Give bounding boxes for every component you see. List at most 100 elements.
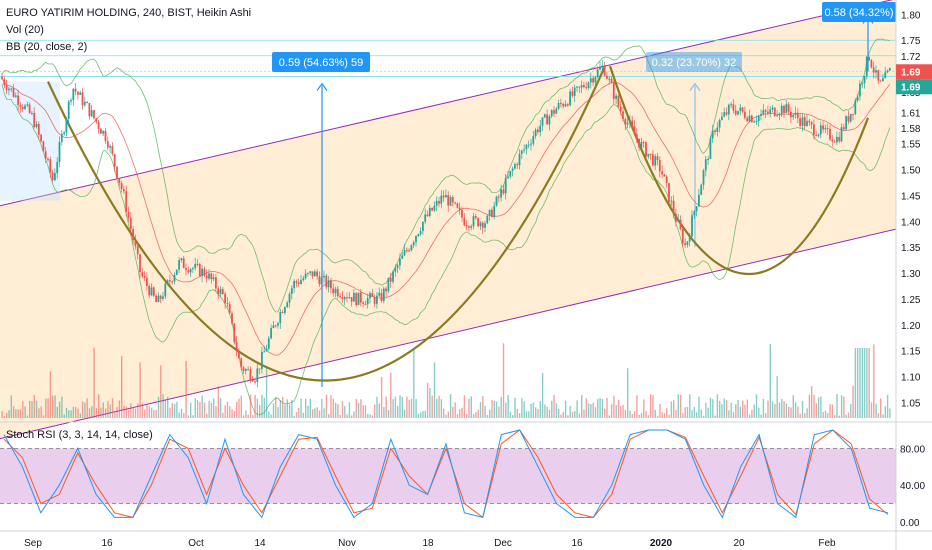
volume-bar <box>24 406 26 418</box>
volume-bar <box>121 355 123 418</box>
volume-bar <box>1 411 3 418</box>
time-tick-label: Feb <box>818 538 836 549</box>
candle-body <box>778 113 781 116</box>
volume-bar <box>882 414 884 418</box>
volume-bar <box>40 406 42 418</box>
volume-bar <box>116 406 118 418</box>
candle-body <box>394 267 397 272</box>
volume-bar <box>493 400 495 418</box>
volume-bar <box>58 401 61 418</box>
volume-bar <box>171 402 173 418</box>
candle-body <box>707 158 709 160</box>
time-tick-label: 2020 <box>650 538 673 549</box>
bb-upper-band <box>1 38 890 313</box>
candle-body <box>686 241 689 246</box>
volume-bar <box>247 414 249 418</box>
volume-bar <box>443 408 445 418</box>
volume-bar <box>792 395 794 418</box>
volume-bar <box>693 406 696 418</box>
candle-body <box>541 117 544 126</box>
candle-body <box>737 110 739 115</box>
volume-bar <box>252 414 254 418</box>
candle-body <box>668 183 670 202</box>
volume-bar <box>291 399 293 418</box>
candle-body <box>787 104 790 112</box>
candle-body <box>813 124 815 136</box>
volume-bar <box>275 396 277 418</box>
candle-body <box>65 119 68 133</box>
volume-bar <box>751 409 753 418</box>
candle-body <box>336 288 339 297</box>
candle-body <box>702 170 705 185</box>
candle-body <box>175 269 178 275</box>
price-badge-text: 1.69 <box>901 67 921 78</box>
candle-body <box>210 273 213 280</box>
candle-body <box>141 272 144 276</box>
candle-body <box>281 312 284 314</box>
candle-body <box>389 277 392 282</box>
candle-body <box>633 126 636 135</box>
candle-body <box>162 296 164 299</box>
price-tick-label: 1.05 <box>901 398 921 409</box>
price-tick-label: 1.40 <box>901 217 921 228</box>
candle-body <box>539 125 542 133</box>
bb-lower-band <box>1 84 891 416</box>
volume-bar <box>771 401 774 418</box>
volume-bar <box>344 405 346 418</box>
volume-bar <box>277 406 279 418</box>
candle-body <box>297 282 300 285</box>
volume-bar <box>210 402 213 418</box>
candle-body <box>465 225 468 227</box>
candle-body <box>405 250 408 252</box>
volume-bar <box>309 398 311 418</box>
candle-body <box>194 263 197 269</box>
volume-bar <box>514 397 516 418</box>
volume-bar <box>633 411 636 418</box>
candle-body <box>824 128 827 130</box>
volume-bar <box>307 405 309 418</box>
candle-body <box>313 271 316 277</box>
candle-body <box>649 153 652 155</box>
candle-body <box>284 307 286 313</box>
candle-body <box>343 297 346 300</box>
candle-body <box>534 129 537 137</box>
volume-bar <box>852 385 854 418</box>
candle-body <box>773 107 776 116</box>
volume-bar <box>102 402 104 418</box>
volume-bar <box>817 397 820 418</box>
volume-bar <box>302 412 305 418</box>
candle-body <box>362 302 364 304</box>
candle-body <box>152 287 155 296</box>
time-tick-label: 14 <box>254 538 266 549</box>
candle-body <box>166 280 169 284</box>
candle-body <box>645 142 647 157</box>
volume-bar <box>118 400 121 418</box>
volume-bar <box>806 408 808 418</box>
candle-body <box>178 260 180 270</box>
volume-bar <box>70 410 72 418</box>
candle-body <box>88 102 91 117</box>
candle-body <box>677 219 680 222</box>
volume-bar <box>755 394 758 418</box>
volume-bar <box>157 396 160 418</box>
candle-body <box>233 323 236 343</box>
candle-body <box>757 115 760 121</box>
volume-bar <box>150 407 153 418</box>
volume-bar <box>194 398 196 418</box>
volume-bar <box>613 395 615 418</box>
volume-bar <box>601 399 604 418</box>
candle-body <box>739 107 742 111</box>
price-tick-label: 1.45 <box>901 191 921 202</box>
candle-body <box>461 209 463 218</box>
candle-body <box>520 150 523 154</box>
price-tick-label: 1.35 <box>901 243 921 254</box>
volume-bar <box>581 394 583 418</box>
volume-bar <box>72 406 75 418</box>
volume-bar <box>528 411 530 418</box>
volume-bar <box>778 402 781 418</box>
volume-bar <box>111 398 114 418</box>
volume-bar <box>417 413 420 418</box>
volume-bar <box>555 403 558 418</box>
volume-bar <box>449 394 452 418</box>
volume-bar <box>640 413 643 418</box>
